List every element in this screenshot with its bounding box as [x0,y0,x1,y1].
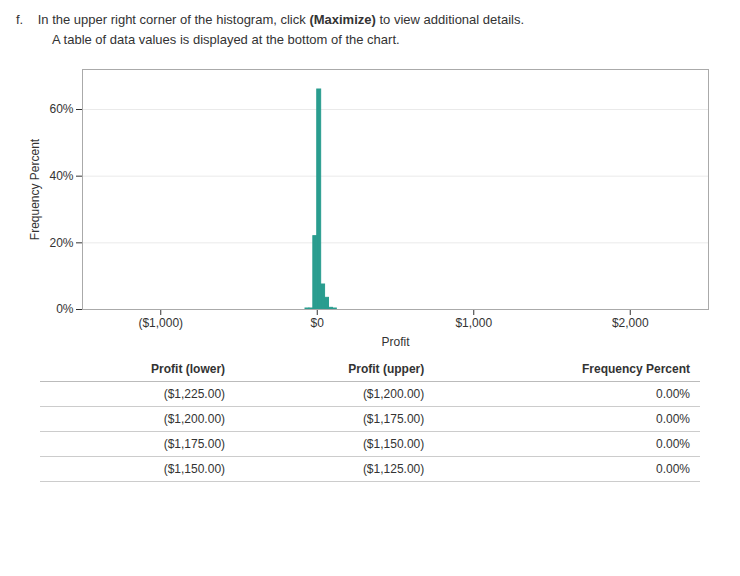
svg-text:$2,000: $2,000 [612,316,649,330]
svg-text:60%: 60% [49,102,73,116]
html-text:($1,175.00): ($1,175.00) [362,412,425,426]
svg-text:20%: 20% [49,236,73,250]
html-text:Profit (upper): Profit (upper) [348,362,425,376]
html-text:($1,225.00): ($1,225.00) [163,387,226,401]
html-text:0.00%: 0.00% [656,387,690,401]
html-text:f.: f. [16,12,24,27]
html-text:Profit (lower): Profit (lower) [151,362,226,376]
html-text:0.00%: 0.00% [656,462,690,476]
html-text:($1,200.00): ($1,200.00) [362,387,425,401]
svg-text:0%: 0% [56,302,74,316]
html-text:A table of data values is disp: A table of data values is displayed at t… [52,31,400,47]
html-text:0.00%: 0.00% [656,437,690,451]
html-text:Frequency Percent: Frequency Percent [582,362,690,376]
html-text:($1,150.00): ($1,150.00) [163,462,226,476]
svg-text:$1,000: $1,000 [455,316,492,330]
svg-text:40%: 40% [49,169,73,183]
html-text:In the upper right corner of t: In the upper right corner of the histogr… [37,12,524,27]
svg-text:Frequency Percent: Frequency Percent [28,138,42,240]
svg-text:($1,000): ($1,000) [138,316,183,330]
html-text:0.00%: 0.00% [656,412,690,426]
svg-text:$0: $0 [311,316,325,330]
html-text:($1,200.00): ($1,200.00) [163,412,226,426]
html-text:($1,175.00): ($1,175.00) [163,437,226,451]
html-text:($1,125.00): ($1,125.00) [362,462,425,476]
svg-text:Profit: Profit [381,335,410,349]
html-text:($1,150.00): ($1,150.00) [362,437,425,451]
